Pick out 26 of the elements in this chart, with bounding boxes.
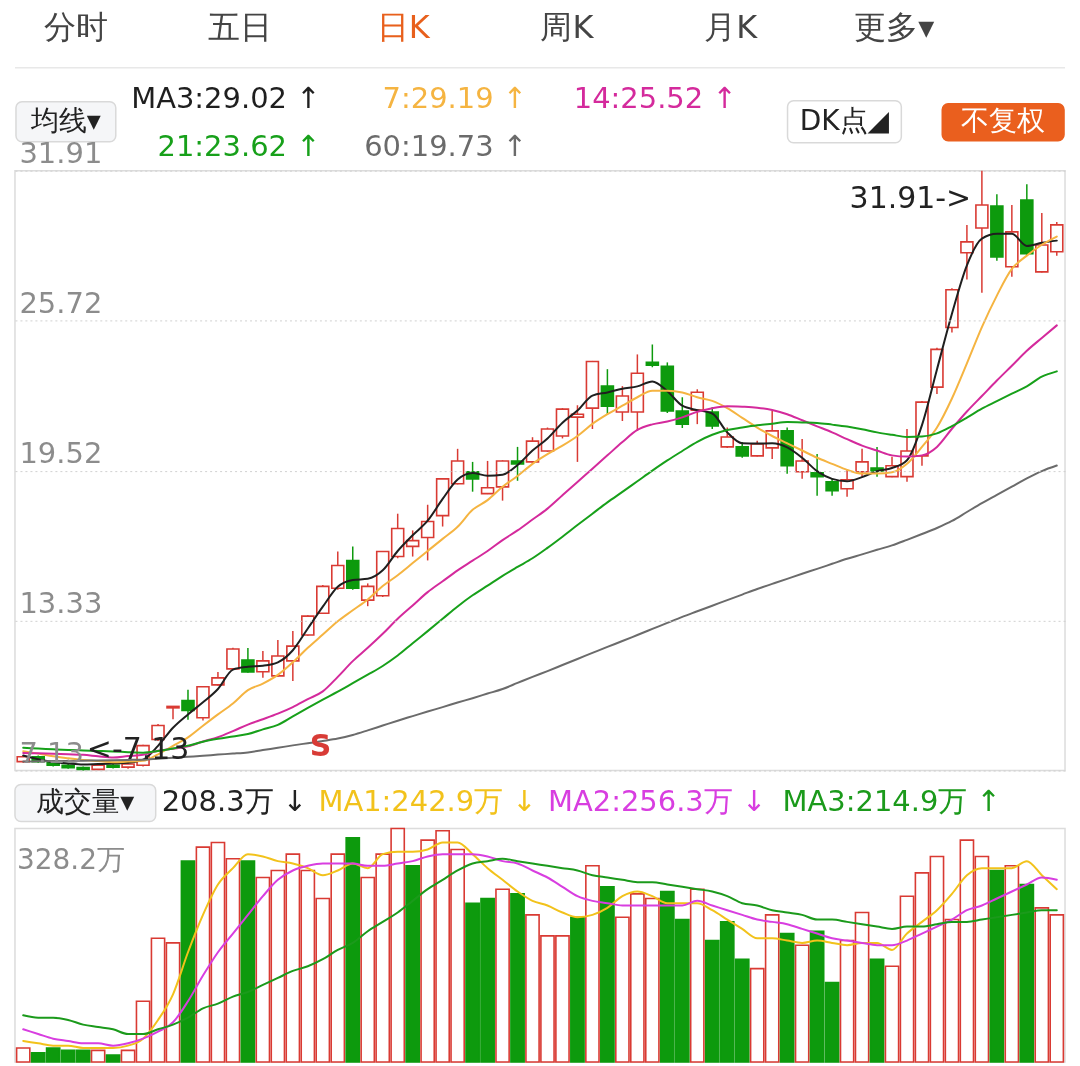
y-tick-label: 19.52 [19, 436, 103, 471]
text: 14:25.52 ↑ [573, 80, 737, 115]
text: MA3:29.02 ↑ [131, 80, 321, 115]
series-label: MA2:256.3万 ↓ [547, 784, 767, 819]
text: 7:29.19 ↑ [382, 80, 528, 115]
text: 208.3万 ↓ [161, 784, 307, 819]
text: 日K [376, 7, 431, 46]
text: 60:19.73 ↑ [364, 128, 528, 163]
text: 五日 [207, 7, 272, 46]
y-tick-label: 13.33 [19, 585, 103, 620]
text: 不复权 [961, 104, 1046, 138]
text: 分时 [43, 7, 108, 46]
text: 均线▾ [29, 103, 101, 137]
text: 更多▾ [854, 7, 935, 46]
text: 成交量▾ [36, 784, 135, 818]
text: 月K [704, 7, 759, 46]
annotation: 31.91-> [849, 179, 972, 215]
annotation: 328.2万 [16, 843, 125, 877]
text: 周K [540, 7, 595, 46]
series-label: MA1:242.9万 ↓ [318, 784, 537, 819]
text: DK点◢ [799, 103, 890, 137]
text: 21:23.62 ↑ [157, 128, 321, 163]
y-tick-label: 31.91 [19, 136, 103, 171]
text: MA3:214.9万 ↑ [782, 784, 1001, 819]
y-tick-label: 25.72 [19, 286, 103, 321]
y-tick-label: 7.13 [19, 736, 84, 771]
